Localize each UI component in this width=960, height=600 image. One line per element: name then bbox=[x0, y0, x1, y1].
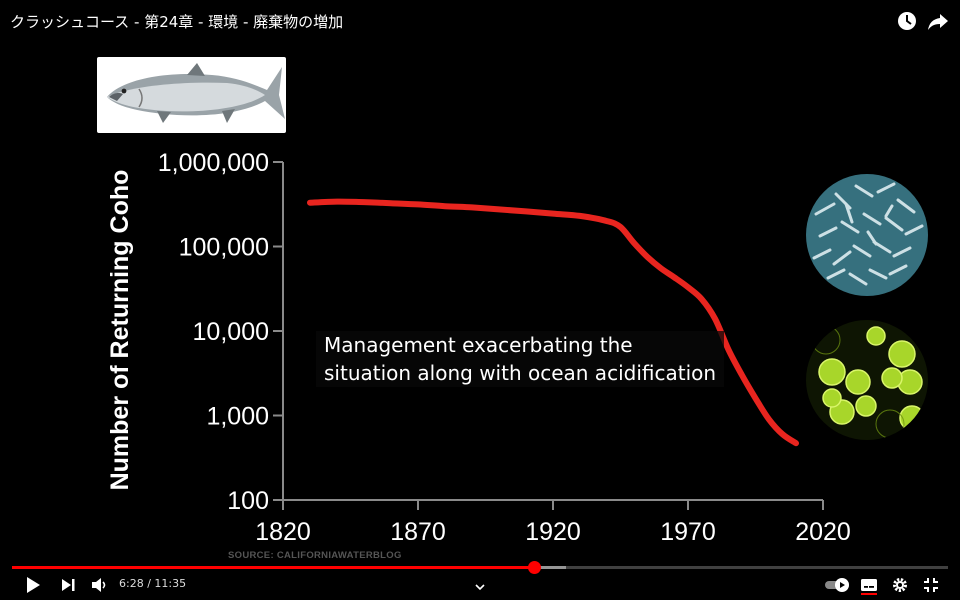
skip-next-icon[interactable] bbox=[60, 577, 76, 597]
y-tick-label: 10,000 bbox=[193, 318, 269, 346]
chevron-down-icon[interactable] bbox=[474, 577, 486, 596]
x-tick-label: 2020 bbox=[795, 518, 851, 546]
progress-played bbox=[12, 566, 535, 569]
caption-line-2: situation along with ocean acidification bbox=[324, 361, 717, 385]
series-line bbox=[307, 198, 799, 447]
y-tick-label: 1,000,000 bbox=[158, 149, 269, 177]
y-tick-label: 100,000 bbox=[179, 234, 269, 262]
caption-box: Management exacerbating the situation al… bbox=[316, 331, 725, 387]
progress-bar[interactable] bbox=[12, 561, 948, 574]
time-separator: / bbox=[143, 577, 155, 590]
y-tick-label: 100 bbox=[227, 487, 269, 515]
player-top-bar: クラッシュコース - 第24章 - 環境 - 廃棄物の増加 bbox=[0, 0, 960, 40]
share-arrow-icon[interactable] bbox=[927, 10, 949, 32]
source-note: SOURCE: CALIFORNIAWATERBLOG bbox=[228, 550, 402, 560]
coho-line-chart: 100 1,000 10,000 100,000 1,000,000 1820 1870 1… bbox=[106, 149, 851, 560]
autoplay-toggle-icon[interactable] bbox=[824, 577, 852, 597]
caption-line-1: Management exacerbating the bbox=[324, 333, 633, 357]
volume-icon[interactable] bbox=[90, 576, 108, 598]
y-axis-label: Number of Returning Coho bbox=[106, 170, 134, 491]
scrubber-handle[interactable] bbox=[528, 561, 542, 574]
time-display: 6:28 / 11:35 bbox=[119, 577, 186, 590]
x-tick-label: 1820 bbox=[255, 518, 311, 546]
x-tick-label: 1920 bbox=[525, 518, 581, 546]
coccolith-image bbox=[806, 174, 928, 296]
video-title[interactable]: クラッシュコース - 第24章 - 環境 - 廃棄物の増加 bbox=[10, 13, 344, 31]
subtitles-icon[interactable] bbox=[860, 577, 878, 599]
exit-fullscreen-icon[interactable] bbox=[923, 577, 939, 597]
clock-icon[interactable] bbox=[896, 10, 918, 32]
play-icon[interactable] bbox=[24, 576, 42, 598]
x-tick-label: 1970 bbox=[660, 518, 716, 546]
salmon-image bbox=[97, 57, 286, 133]
y-tick-label: 1,000 bbox=[206, 403, 269, 431]
x-tick-label: 1870 bbox=[390, 518, 446, 546]
phytoplankton-image bbox=[806, 320, 928, 440]
current-time: 6:28 bbox=[119, 577, 144, 590]
gear-icon[interactable] bbox=[892, 577, 908, 597]
duration: 11:35 bbox=[154, 577, 187, 590]
